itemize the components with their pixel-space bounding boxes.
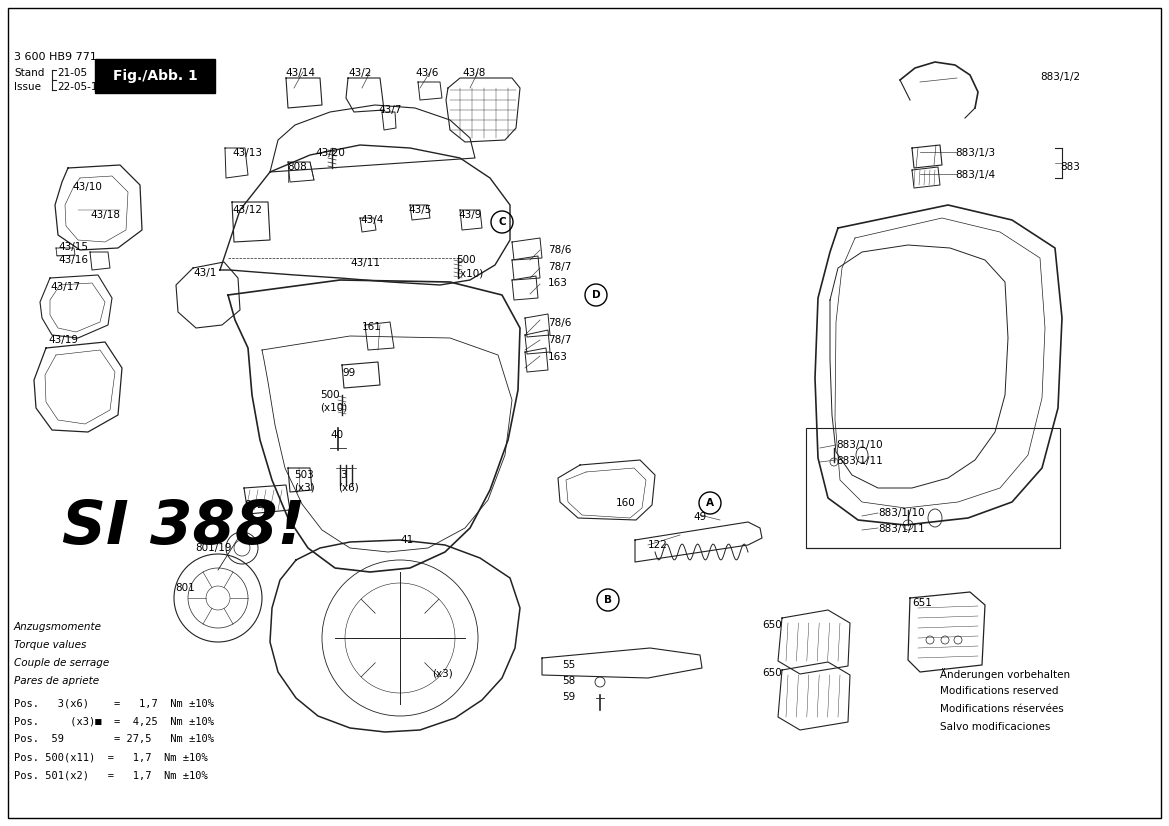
Text: 163: 163 [548, 352, 568, 362]
Text: 883/1/10: 883/1/10 [878, 508, 925, 518]
Text: (x6): (x6) [338, 483, 359, 493]
Text: 43/10: 43/10 [72, 182, 102, 192]
Text: 59: 59 [562, 692, 575, 702]
Text: 883/1/4: 883/1/4 [955, 170, 995, 180]
Text: Salvo modificaciones: Salvo modificaciones [940, 722, 1051, 732]
Text: 99: 99 [343, 368, 355, 378]
Text: A: A [706, 498, 714, 508]
Text: 883/1/11: 883/1/11 [878, 524, 925, 534]
Text: 78/7: 78/7 [548, 335, 572, 345]
Text: 801/19: 801/19 [195, 543, 231, 553]
Text: SI 388!: SI 388! [62, 498, 305, 557]
Text: 43/16: 43/16 [58, 255, 88, 265]
Text: (x10): (x10) [456, 268, 483, 278]
Text: B: B [604, 595, 613, 605]
Text: 43/14: 43/14 [285, 68, 314, 78]
Bar [805, 428, 1060, 548]
Text: 802: 802 [244, 500, 264, 510]
Text: 22-05-16: 22-05-16 [57, 82, 104, 92]
Text: 160: 160 [616, 498, 636, 508]
Text: 883/1/10: 883/1/10 [836, 440, 883, 450]
Text: 883/1/11: 883/1/11 [836, 456, 883, 466]
Text: 43/9: 43/9 [458, 210, 482, 220]
Text: (x3): (x3) [433, 668, 452, 678]
Text: 651: 651 [912, 598, 932, 608]
Text: 43/13: 43/13 [231, 148, 262, 158]
Text: 43/20: 43/20 [314, 148, 345, 158]
Text: 503: 503 [293, 470, 313, 480]
Text: (x10): (x10) [320, 403, 347, 413]
Text: 78/6: 78/6 [548, 245, 572, 255]
Text: 3: 3 [340, 470, 347, 480]
Text: (x3): (x3) [293, 483, 314, 493]
FancyBboxPatch shape [95, 59, 215, 93]
Text: 43/8: 43/8 [462, 68, 485, 78]
Text: 78/6: 78/6 [548, 318, 572, 328]
Text: Issue: Issue [14, 82, 41, 92]
Text: 43/19: 43/19 [48, 335, 78, 345]
Text: 78/7: 78/7 [548, 262, 572, 272]
Text: Pos. 500(x11)  =   1,7  Nm ±10%: Pos. 500(x11) = 1,7 Nm ±10% [14, 752, 208, 762]
Text: 500: 500 [456, 255, 476, 265]
Text: Pos. 501(x2)   =   1,7  Nm ±10%: Pos. 501(x2) = 1,7 Nm ±10% [14, 770, 208, 780]
Text: 43/5: 43/5 [408, 205, 431, 215]
Text: 43/7: 43/7 [378, 105, 401, 115]
Text: 163: 163 [548, 278, 568, 288]
Text: Pos.  59        = 27,5   Nm ±10%: Pos. 59 = 27,5 Nm ±10% [14, 734, 214, 744]
Text: 43/15: 43/15 [58, 242, 88, 252]
Text: Couple de serrage: Couple de serrage [14, 658, 109, 668]
Text: 21-05: 21-05 [57, 68, 88, 78]
Text: 40: 40 [330, 430, 344, 440]
Text: 500: 500 [320, 390, 340, 400]
Text: Pares de apriete: Pares de apriete [14, 676, 99, 686]
Text: Modifications réservées: Modifications réservées [940, 704, 1064, 714]
Text: 58: 58 [562, 676, 575, 686]
Text: 43/6: 43/6 [415, 68, 438, 78]
Text: 650: 650 [762, 668, 782, 678]
Text: 801: 801 [175, 583, 195, 593]
Text: C: C [498, 217, 506, 227]
Text: Modifications reserved: Modifications reserved [940, 686, 1058, 696]
Text: Fig./Abb. 1: Fig./Abb. 1 [112, 69, 198, 83]
Text: 43/18: 43/18 [90, 210, 120, 220]
Text: Pos.     (x3)■  =  4,25  Nm ±10%: Pos. (x3)■ = 4,25 Nm ±10% [14, 716, 214, 726]
Text: 883: 883 [1060, 162, 1080, 172]
Text: 3 600 HB9 771: 3 600 HB9 771 [14, 52, 97, 62]
Text: 43/4: 43/4 [360, 215, 383, 225]
Text: 41: 41 [400, 535, 414, 545]
Text: 43/1: 43/1 [193, 268, 216, 278]
Text: 650: 650 [762, 620, 782, 630]
Text: Pos.   3(x6)    =   1,7  Nm ±10%: Pos. 3(x6) = 1,7 Nm ±10% [14, 698, 214, 708]
Text: 883/1/2: 883/1/2 [1040, 72, 1080, 82]
Text: 43/12: 43/12 [231, 205, 262, 215]
Text: D: D [592, 290, 601, 300]
Text: 55: 55 [562, 660, 575, 670]
Text: 883/1/3: 883/1/3 [955, 148, 995, 158]
Text: Stand: Stand [14, 68, 44, 78]
Text: 43/2: 43/2 [348, 68, 372, 78]
Text: Torque values: Torque values [14, 640, 87, 650]
Text: 43/17: 43/17 [50, 282, 79, 292]
Text: Änderungen vorbehalten: Änderungen vorbehalten [940, 668, 1070, 680]
Text: Anzugsmomente: Anzugsmomente [14, 622, 102, 632]
Text: 808: 808 [288, 162, 306, 172]
Text: 43/11: 43/11 [350, 258, 380, 268]
Text: 161: 161 [362, 322, 382, 332]
Text: 49: 49 [693, 512, 706, 522]
Text: 122: 122 [648, 540, 667, 550]
